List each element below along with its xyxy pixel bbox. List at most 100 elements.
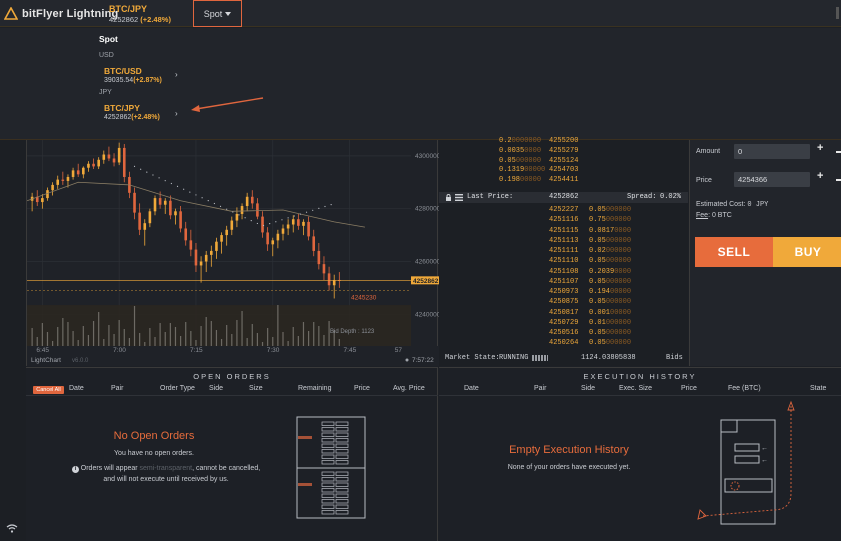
volume-bar [302, 322, 305, 346]
bid-row[interactable]: 4251113 0.05000000 [439, 237, 688, 247]
logo[interactable]: bitFlyer Lightning [4, 6, 118, 21]
market-item-btc-jpy[interactable]: BTC/JPY 4252862(+2.48%) › [99, 101, 189, 125]
column-header[interactable]: State [810, 385, 827, 392]
volume-bar [313, 322, 315, 346]
illus-cell [321, 482, 335, 487]
illus-cell [335, 438, 349, 443]
price-increment-button[interactable]: + [817, 170, 824, 182]
column-header[interactable]: Order Type [160, 385, 195, 392]
candle-body [41, 198, 44, 203]
estimated-cost-value: 0 JPY [747, 201, 769, 209]
bid-row[interactable]: 4251116 0.75000000 [439, 216, 688, 226]
price-input[interactable]: 4254366 [734, 172, 810, 187]
volume-bar [308, 331, 310, 346]
bid-price: 4250973 [549, 288, 579, 296]
price-chart[interactable]: 4300000 4280000 4260000 4240000 4252862 42452… [26, 140, 439, 366]
spot-market-dropdown[interactable]: Spot [193, 0, 242, 27]
bid-price: 4251115 [549, 226, 579, 235]
volume-bar [236, 320, 238, 346]
bid-row[interactable]: 4251108 0.20390000 [439, 268, 688, 278]
lock-icon[interactable] [445, 194, 452, 201]
volume-bar [287, 341, 289, 346]
column-header[interactable]: Side [581, 385, 596, 392]
amount-decrement-button[interactable] [836, 151, 841, 153]
column-header[interactable]: Date [69, 385, 84, 392]
bid-row[interactable]: 4250973 0.19400000 [439, 288, 688, 298]
column-header[interactable]: Price [354, 385, 370, 392]
bid-row[interactable]: 4251115 0.08170000 [439, 227, 688, 237]
candle-body [189, 240, 193, 250]
cancel-all-button[interactable]: Cancel All [33, 386, 64, 394]
bid-row[interactable]: 4250817 0.00100000 [439, 309, 688, 319]
volume-bar [118, 320, 120, 346]
bid-size: 0.00100000 [589, 308, 632, 317]
current-price-tag [411, 276, 439, 285]
dropdown-heading: Spot [99, 34, 118, 44]
volume-bar [128, 338, 130, 346]
parabolic-dot [244, 217, 246, 219]
amount-input[interactable]: 0 [734, 144, 810, 159]
market-state-bar: Market State: RUNNING 1124.03805838 Bids [439, 352, 688, 364]
market-state-label: Market State: [445, 354, 500, 362]
column-header[interactable]: Remaining [298, 385, 332, 392]
column-header[interactable]: Exec. Size [619, 385, 653, 392]
bid-row[interactable]: 4250516 0.05000000 [439, 329, 688, 339]
column-header[interactable]: Pair [534, 385, 547, 392]
x-tick-label: 57 [395, 347, 403, 354]
column-header[interactable]: Date [464, 385, 479, 392]
bid-row[interactable]: 4250264 0.05000000 [439, 339, 688, 349]
group-label-jpy: JPY [99, 89, 112, 96]
bid-size: 0.05000000 [589, 277, 632, 286]
bid-row[interactable]: 4251110 0.05000000 [439, 257, 688, 267]
column-header[interactable]: Pair [111, 385, 124, 392]
buy-button[interactable]: BUY [773, 237, 841, 267]
x-axis-area [27, 346, 439, 366]
bid-row[interactable]: 4251107 0.05000000 [439, 278, 688, 288]
fee-link[interactable]: Fee [696, 212, 709, 219]
ask-row[interactable]: 0.19800000 4254411 [439, 176, 688, 186]
bid-price: 4251107 [549, 277, 579, 286]
no-open-orders-text: You have no open orders. [114, 450, 194, 457]
ask-price: 4254411 [549, 176, 579, 185]
ask-row[interactable]: 0.05000000 4255124 [439, 157, 688, 167]
ask-row[interactable]: 0.00350000 4255279 [439, 147, 688, 157]
volume-bar [277, 305, 279, 346]
illus-cell [321, 427, 335, 432]
chevron-right-icon: › [175, 70, 178, 79]
bid-row[interactable]: 4250729 0.01000000 [439, 319, 688, 329]
amount-increment-button[interactable]: + [817, 142, 824, 154]
bid-size: 0.75000000 [589, 216, 632, 225]
bid-row[interactable]: 4250875 0.05000000 [439, 298, 688, 308]
chart-canvas[interactable]: 4300000 4280000 4260000 4240000 4252862 42452… [27, 140, 439, 366]
column-header[interactable]: Fee (BTC) [728, 385, 761, 392]
bid-row[interactable]: 4252227 0.05000000 [439, 206, 688, 216]
bid-price: 4251110 [549, 257, 579, 266]
bid-price: 4251116 [549, 216, 579, 225]
bid-size: 0.08170000 [589, 226, 632, 235]
volume-bar [195, 340, 197, 346]
price-decrement-button[interactable] [836, 179, 841, 181]
volume-bar [246, 338, 248, 346]
candle-body [163, 200, 167, 205]
column-header[interactable]: Side [209, 385, 224, 392]
column-header[interactable]: Size [249, 385, 263, 392]
order-book: 0.20000000 4255200 0.00350000 4255279 0.0500… [439, 137, 688, 366]
candle-body [210, 250, 213, 255]
candle-body [102, 154, 106, 160]
column-header[interactable]: Avg. Price [393, 385, 425, 392]
menu-icon[interactable] [836, 7, 839, 19]
bid-price: 4250817 [549, 308, 579, 317]
moving-average-line [27, 181, 365, 228]
caret-down-icon [225, 11, 232, 16]
ask-size: 0.05000000 [499, 156, 542, 165]
spot-label: Spot [203, 8, 223, 19]
ask-row[interactable]: 0.131900000 4254703 [439, 166, 688, 176]
sell-button[interactable]: SELL [695, 237, 773, 267]
list-icon[interactable] [455, 194, 463, 201]
bid-row[interactable]: 4251111 0.02000000 [439, 247, 688, 257]
column-header[interactable]: Price [681, 385, 697, 392]
ask-row[interactable]: 0.20000000 4255200 [439, 137, 688, 147]
bid-size: 0.19400000 [589, 288, 632, 296]
volume-bar [41, 323, 43, 346]
market-item-btc-usd[interactable]: BTC/USD 39035.54(+2.87%) › [99, 64, 189, 88]
